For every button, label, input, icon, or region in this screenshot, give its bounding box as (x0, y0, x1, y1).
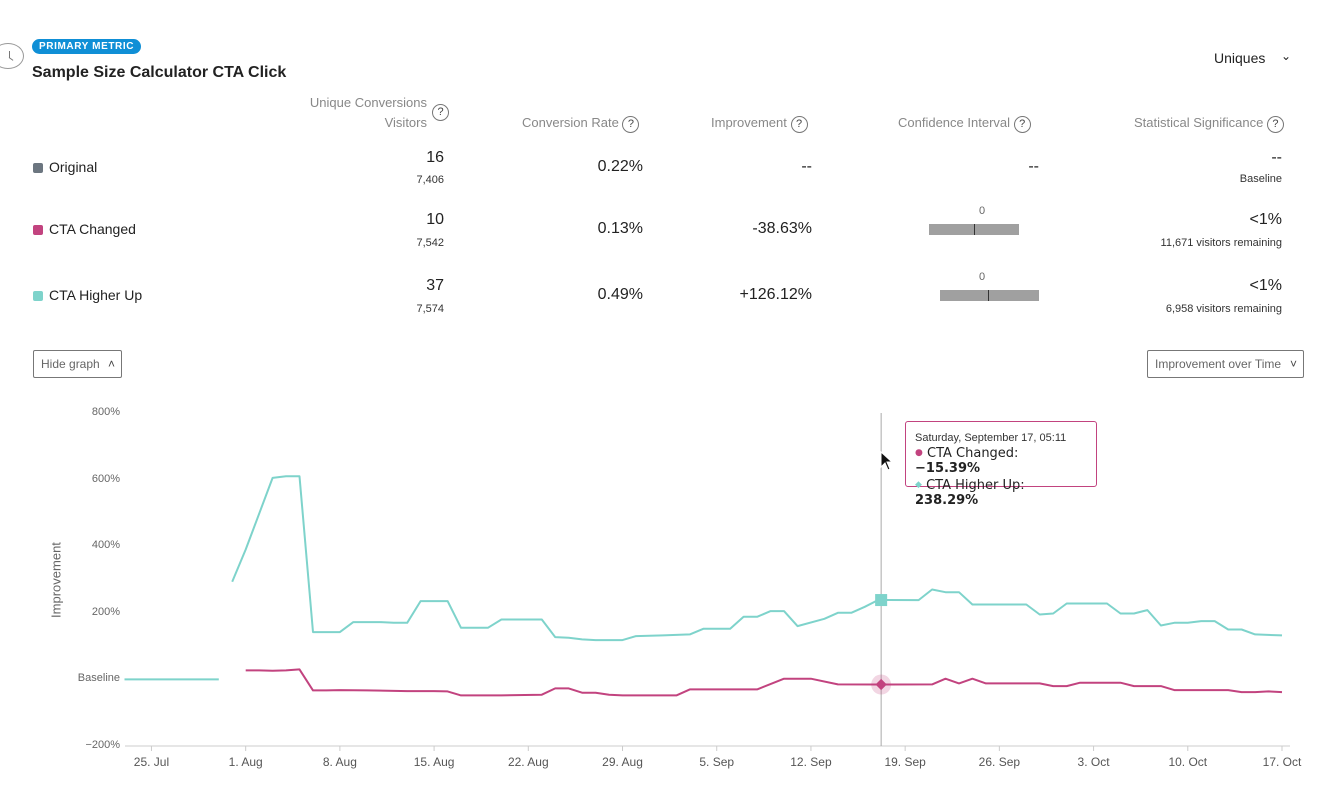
help-icon[interactable]: ? (622, 116, 640, 133)
variation-name: Original (33, 158, 97, 176)
variation-name: CTA Higher Up (33, 286, 142, 304)
x-tick-label: 3. Oct (1077, 755, 1110, 769)
significance-note: 6,958 visitors remaining (1165, 303, 1282, 315)
variation-swatch (33, 163, 43, 173)
improvement-value: -38.63% (752, 220, 812, 237)
x-tick-label: 10. Oct (1168, 755, 1208, 769)
conversions-value: 10 (426, 211, 444, 228)
chevron-down-icon[interactable]: ⌄ (1281, 49, 1292, 63)
chart-tooltip: Saturday, September 17, 05:11 ● CTA Chan… (905, 421, 1097, 508)
chevron-up-icon: ˄ (107, 357, 115, 371)
x-tick-label: 19. Sep (884, 755, 926, 769)
history-clock-icon[interactable] (0, 43, 24, 69)
x-tick-label: 12. Sep (790, 755, 832, 769)
x-tick-label: 22. Aug (507, 755, 549, 769)
header-conversion-rate: Conversion Rate ? (522, 113, 640, 133)
variation-name: CTA Changed (33, 220, 136, 238)
tooltip-line-cta-higher-up: ◆ CTA Higher Up: 238.29% (915, 478, 1025, 508)
significance-note: Baseline (1239, 173, 1282, 185)
x-tick-label: 17. Oct (1262, 755, 1302, 769)
ci-zero-label: 0 (979, 205, 986, 217)
hover-point-cta-higher-up (875, 594, 888, 607)
y-tick-label: 800% (91, 406, 120, 418)
uniques-select[interactable]: Uniques (1214, 50, 1266, 66)
help-icon[interactable]: ? (1013, 116, 1031, 133)
primary-metric-badge: PRIMARY METRIC (32, 39, 142, 54)
series-line-cta-changed[interactable] (245, 668, 1283, 697)
tooltip-date: Saturday, September 17, 05:11 (915, 432, 1067, 444)
help-icon[interactable]: ? (1266, 116, 1284, 133)
variation-swatch (33, 291, 43, 301)
y-tick-label: −200% (85, 739, 120, 751)
significance-value: -- (1271, 149, 1282, 166)
tooltip-line-cta-changed: ● CTA Changed: −15.39% (915, 446, 1019, 476)
bullet-icon: ● (915, 448, 923, 458)
x-tick-label: 8. Aug (322, 755, 357, 769)
visitors-value: 7,406 (416, 174, 444, 186)
conversion-rate-value: 0.13% (597, 220, 643, 237)
x-axis (150, 746, 1283, 751)
confidence-interval-bar: 0 (929, 205, 1019, 235)
header-statistical-significance: Statistical Significance ? (1134, 113, 1284, 133)
hide-graph-button[interactable]: Hide graph ˄ (33, 350, 122, 378)
conversion-rate-value: 0.49% (597, 286, 643, 303)
improvement-value: -- (801, 158, 812, 175)
significance-value: <1% (1249, 211, 1282, 228)
y-tick-label: Baseline (77, 672, 120, 685)
confidence-interval-bar: 0 (940, 271, 1040, 301)
header-confidence-interval: Confidence Interval ? (898, 113, 1031, 133)
help-icon[interactable]: ? (790, 116, 808, 133)
conversion-rate-value: 0.22% (597, 158, 643, 175)
x-tick-label: 1. Aug (228, 755, 263, 769)
y-tick-label: 600% (91, 472, 120, 485)
x-tick-label: 25. Jul (133, 755, 170, 769)
x-tick-label: 26. Sep (978, 755, 1021, 769)
y-tick-label: 200% (91, 605, 120, 618)
improvement-over-time-chart[interactable] (0, 395, 1340, 780)
conversions-value: 37 (426, 277, 444, 294)
y-tick-label: 400% (91, 539, 120, 552)
confidence-interval-value: -- (1028, 158, 1039, 175)
header-improvement: Improvement ? (711, 113, 808, 133)
conversions-value: 16 (426, 149, 444, 166)
hover-point-cta-changed (875, 678, 887, 691)
significance-note: 11,671 visitors remaining (1160, 237, 1282, 249)
x-tick-label: 29. Aug (602, 755, 643, 769)
significance-value: <1% (1249, 277, 1282, 294)
variation-swatch (33, 225, 43, 235)
header-unique-conversions: Unique Conversions Visitors (309, 95, 427, 130)
visitors-value: 7,574 (416, 303, 444, 315)
x-tick-label: 5. Sep (699, 755, 735, 769)
ci-zero-marker (974, 224, 975, 235)
bullet-icon: ◆ (915, 480, 922, 490)
visitors-value: 7,542 (416, 237, 444, 249)
chevron-down-icon: ˅ (1289, 357, 1297, 371)
series-line-cta-higher-up[interactable] (231, 475, 1283, 642)
x-tick-label: 15. Aug (413, 755, 455, 769)
ci-range (940, 290, 1039, 301)
metric-title: Sample Size Calculator CTA Click (32, 64, 287, 81)
mouse-cursor-icon (880, 451, 894, 471)
graph-type-select[interactable]: Improvement over Time ˅ (1147, 350, 1304, 378)
ci-zero-marker (988, 290, 989, 301)
y-axis-title: Improvement (48, 542, 64, 618)
hover-markers (871, 594, 892, 695)
improvement-value: +126.12% (739, 286, 812, 303)
series-layer (124, 475, 1283, 697)
help-icon[interactable]: ? (432, 104, 449, 121)
ci-zero-label: 0 (979, 271, 986, 283)
